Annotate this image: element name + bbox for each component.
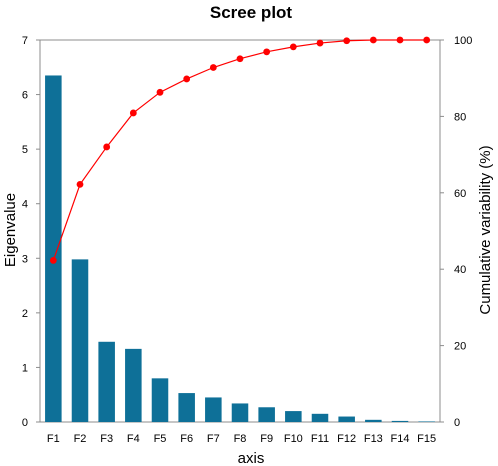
cumulative-point-F3	[103, 143, 111, 151]
x-tick-label-F4: F4	[127, 433, 140, 445]
cumulative-point-F4	[129, 109, 137, 117]
y-axis-label-right: Cumulative variability (%)	[477, 145, 494, 314]
y-tick-label-left: 6	[22, 90, 28, 102]
cumulative-point-F14	[396, 36, 404, 44]
x-tick-label-F8: F8	[234, 433, 247, 445]
eigenvalue-bar-F13	[365, 419, 382, 422]
cumulative-point-F10	[289, 43, 297, 51]
x-tick-label-F10: F10	[284, 433, 303, 445]
eigenvalue-bar-F11	[311, 413, 329, 422]
eigenvalue-bar-F1	[45, 75, 62, 422]
line-layer	[49, 36, 431, 264]
cumulative-point-F12	[343, 37, 351, 45]
cumulative-point-F11	[316, 39, 324, 47]
eigenvalue-bar-F2	[71, 259, 89, 422]
x-tick-label-F15: F15	[417, 433, 436, 445]
cumulative-point-F7	[209, 64, 217, 71]
y-tick-label-right: 80	[454, 111, 466, 123]
eigenvalue-bar-F7	[205, 397, 222, 422]
x-axis-label: axis	[238, 450, 265, 466]
eigenvalue-bar-F10	[285, 411, 302, 422]
y-tick-label-left: 5	[22, 144, 28, 156]
x-tick-label-F13: F13	[364, 433, 383, 445]
y-tick-label-left: 0	[22, 417, 28, 429]
eigenvalue-bar-F9	[258, 407, 275, 422]
eigenvalue-bar-F14	[391, 420, 409, 422]
cumulative-point-F1	[49, 257, 57, 264]
eigenvalue-bar-F5	[151, 378, 169, 422]
y-tick-label-right: 100	[454, 35, 472, 47]
x-tick-label-F3: F3	[100, 433, 113, 445]
cumulative-point-F2	[76, 181, 84, 188]
x-tick-label-F1: F1	[47, 433, 60, 445]
y-tick-label-right: 20	[454, 341, 466, 353]
y-tick-label-left: 2	[22, 308, 28, 320]
eigenvalue-bar-F12	[338, 416, 355, 422]
x-tick-label-F5: F5	[154, 433, 167, 445]
cumulative-point-F6	[183, 75, 191, 83]
y-tick-label-right: 40	[454, 264, 466, 276]
chart-title: Scree plot	[210, 3, 293, 22]
x-tick-label-F12: F12	[337, 433, 356, 445]
y-tick-label-right: 0	[454, 417, 460, 429]
y-tick-label-left: 4	[22, 199, 28, 211]
y-tick-label-left: 1	[22, 362, 28, 374]
eigenvalue-bar-F15	[418, 421, 435, 422]
cumulative-point-F15	[423, 36, 431, 44]
y-tick-label-left: 3	[22, 253, 28, 265]
cumulative-point-F5	[156, 88, 164, 96]
y-tick-label-right: 60	[454, 188, 466, 200]
bars-layer	[45, 75, 435, 422]
eigenvalue-bar-F6	[178, 393, 195, 422]
x-tick-label-F11: F11	[311, 433, 329, 445]
cumulative-variability-line	[52, 39, 427, 261]
cumulative-point-F8	[236, 55, 244, 63]
x-tick-label-F7: F7	[207, 433, 220, 445]
x-tick-label-F6: F6	[180, 433, 193, 445]
eigenvalue-bar-F3	[98, 341, 115, 422]
eigenvalue-bar-F8	[231, 403, 249, 422]
cumulative-point-F13	[369, 36, 377, 44]
x-tick-label-F9: F9	[260, 433, 273, 445]
y-axis-label-left: Eigenvalue	[2, 193, 19, 267]
eigenvalue-bar-F4	[125, 348, 142, 422]
x-tick-label-F2: F2	[74, 433, 87, 445]
axes-layer: 0 1 2 3 4 5 6 7 0 20 40 60 80 100 F1 F2 F3 F4 F5 F6 F7 F8 F9 F1…	[22, 35, 472, 445]
cumulative-point-F9	[263, 48, 271, 56]
y-tick-label-left: 7	[22, 35, 28, 47]
x-tick-label-F14: F14	[391, 433, 410, 445]
